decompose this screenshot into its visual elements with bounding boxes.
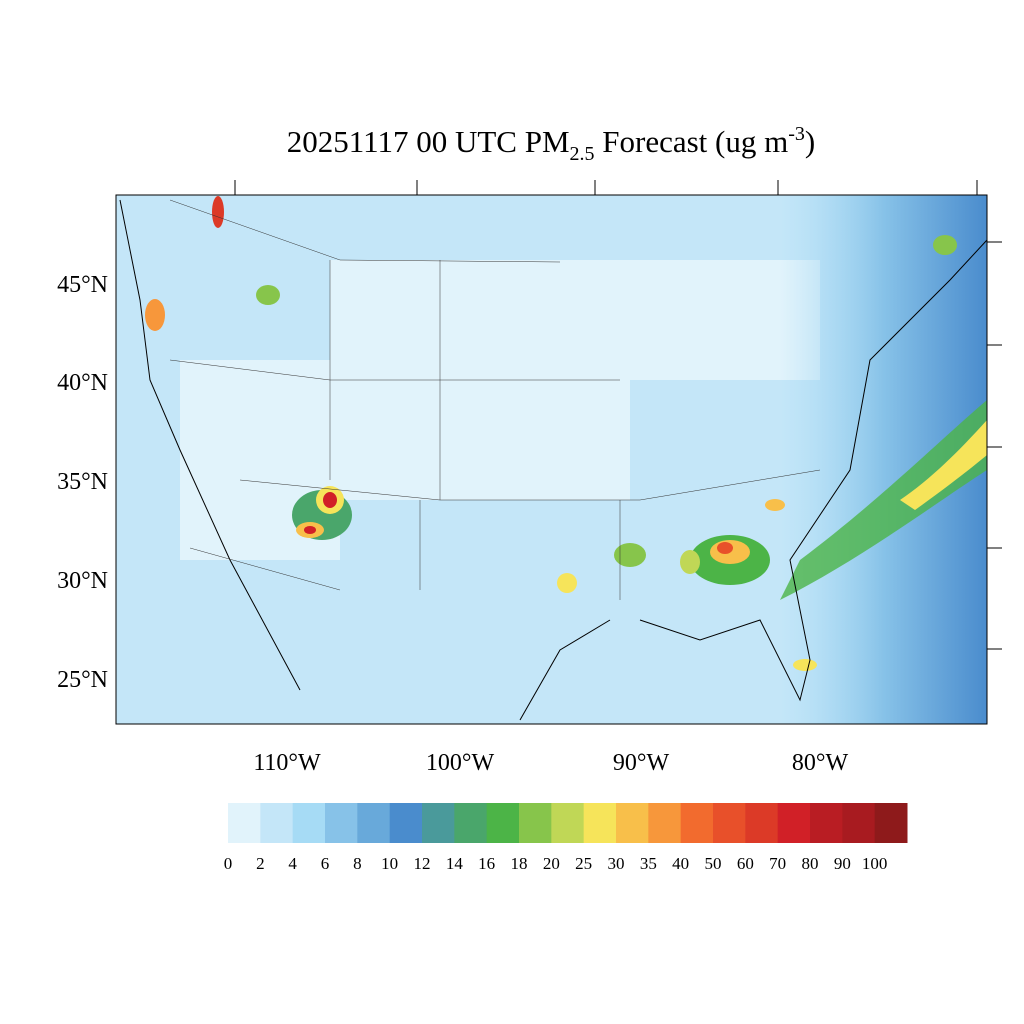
map-frame [115,194,988,725]
colorbar-label: 90 [834,854,851,873]
colorbar-label: 70 [769,854,786,873]
colorbar-label: 0 [224,854,233,873]
colorbar-box [583,803,617,843]
colorbar-box [648,803,682,843]
colorbar-box [713,803,746,843]
title-text: 20251117 00 UTC PM [287,124,570,159]
colorbar-box [810,803,843,843]
colorbar-box [745,803,779,843]
colorbar-box [228,803,261,843]
title-subscript: 2.5 [570,143,595,165]
lon-label: 100°W [426,750,495,776]
lat-label: 40°N [57,370,108,396]
colorbar-label: 20 [543,854,560,873]
colorbar-box [519,803,552,843]
colorbar-label: 40 [672,854,689,873]
colorbar-box [422,803,455,843]
colorbar-box [292,803,326,843]
colorbar-label: 18 [511,854,528,873]
title-text: Forecast (ug m [595,124,789,159]
colorbar-label: 10 [381,854,398,873]
colorbar-box [777,803,811,843]
colorbar-label: 4 [288,854,297,873]
colorbar-label: 25 [575,854,592,873]
lon-label: 80°W [792,750,849,776]
colorbar-label: 8 [353,854,362,873]
colorbar-box [874,803,908,843]
colorbar-label: 12 [414,854,431,873]
colorbar-label: 35 [640,854,657,873]
colorbar-box [486,803,520,843]
colorbar-box [325,803,358,843]
colorbar-label: 2 [256,854,265,873]
title: 20251117 00 UTC PM2.5 Forecast (ug m-3) [287,123,815,165]
map-field [116,195,987,724]
title-text: ) [805,124,815,159]
colorbar-box [680,803,714,843]
colorbar-label: 30 [608,854,625,873]
colorbar-box [260,803,294,843]
lat-label: 45°N [57,272,108,298]
colorbar-label: 60 [737,854,754,873]
lat-label: 35°N [57,469,108,495]
colorbar-label: 14 [446,854,464,873]
colorbar-box [616,803,649,843]
colorbar-box [454,803,488,843]
colorbar-label: 100 [862,854,888,873]
map-ticks [234,180,1002,650]
colorbar-box [842,803,876,843]
lat-label: 25°N [57,667,108,693]
title-superscript: -3 [788,123,805,145]
colorbar-label: 6 [321,854,330,873]
colorbar-label: 80 [802,854,819,873]
colorbar-label: 50 [705,854,722,873]
colorbar-box [389,803,423,843]
colorbar-label: 16 [478,854,495,873]
colorbar-box [357,803,391,843]
lon-label: 110°W [253,750,321,776]
lat-label: 30°N [57,568,108,594]
colorbar-box [551,803,585,843]
lon-label: 90°W [613,750,670,776]
